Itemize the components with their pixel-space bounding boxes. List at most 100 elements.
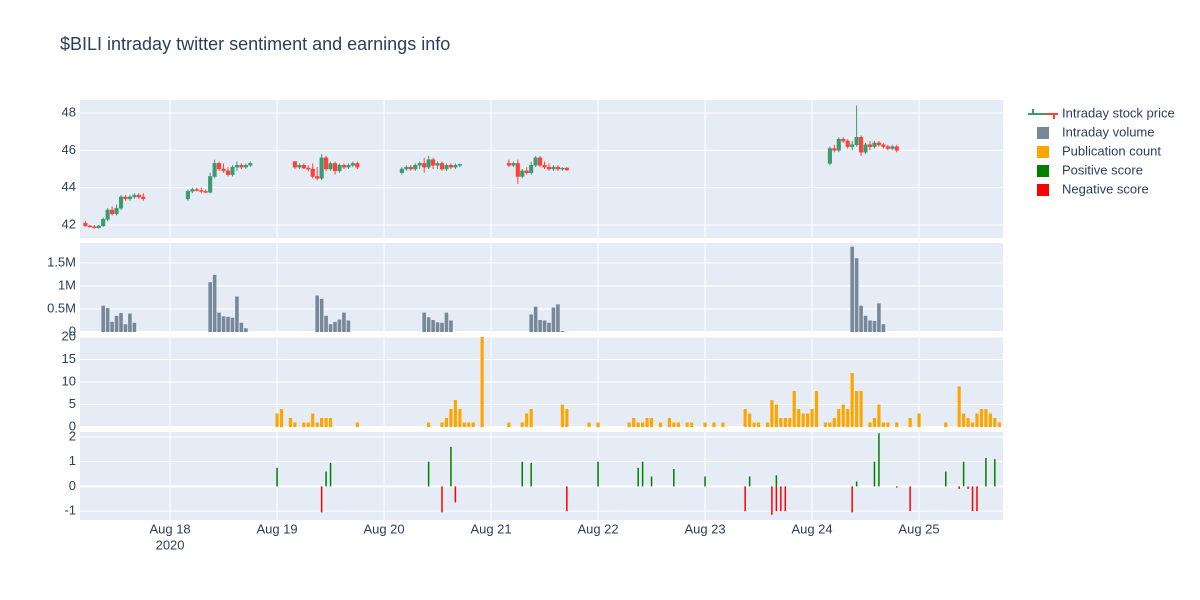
x-tick-label: Aug 24 [791,522,832,537]
candle-body [555,166,560,170]
candle-body [413,165,418,170]
bar [775,475,778,487]
bar [324,418,328,427]
candle-body [301,165,306,169]
bar [529,314,533,332]
candle-body [306,167,311,170]
bar [792,391,796,427]
bar [444,418,449,427]
candle-body [292,161,297,168]
bar [859,391,863,427]
legend-label: Positive score [1062,162,1143,177]
legend-label: Publication count [1062,143,1161,158]
bar [886,422,890,427]
bar [850,246,854,332]
bar [855,391,859,427]
candle-body [404,166,409,170]
x-year-label: 2020 [156,537,185,552]
bar [877,404,881,427]
bar [450,446,452,487]
bar [988,413,992,427]
bar [627,422,631,427]
candle-body [845,140,850,147]
y-tick-label: 1.5M [47,254,76,269]
bar [810,409,814,427]
bar [672,422,676,427]
legend-swatch [1037,127,1049,139]
candle-body [243,165,248,168]
candle-body [203,191,208,193]
bar [636,422,640,427]
candle-body [225,170,231,175]
bar [828,422,832,427]
legend-swatch [1037,146,1049,158]
candle-body [408,166,413,170]
legend-label: Negative score [1062,181,1149,196]
bar [962,461,965,487]
bar [221,316,226,332]
bar [641,422,645,427]
candle-body [141,196,146,200]
bar [320,486,323,513]
bar [507,422,511,427]
candle-body [850,144,855,147]
bar [435,322,440,332]
bar [462,422,466,427]
candle-body [546,166,552,170]
candle-body [230,166,235,175]
bar [748,476,751,487]
x-tick-label: Aug 23 [684,522,725,537]
bar [909,486,911,512]
bar [123,324,128,332]
bar [743,409,747,427]
bar [957,386,961,427]
bar [645,418,649,427]
bar [970,422,975,427]
bar [814,391,819,427]
legend-swatch [1037,165,1049,177]
bar [895,486,898,488]
bar [449,320,453,332]
bar [208,282,212,332]
bar [315,295,319,332]
bar [908,418,912,427]
x-tick-label: Aug 18 [149,522,190,537]
bar [944,422,948,427]
bar [276,467,278,487]
bar [440,422,444,427]
bar [873,461,876,487]
candle-body [324,157,329,170]
bar [325,471,327,487]
candle-body [435,163,440,166]
candle-body [453,165,458,168]
candle-body [234,165,239,168]
x-tick-label: Aug 22 [577,522,618,537]
bar [542,320,547,332]
y-tick-label: 42 [62,216,76,231]
bar [721,422,725,427]
candle-body [248,163,253,166]
bar [551,307,556,332]
x-tick-label: Aug 25 [898,522,939,537]
candle-body [315,176,320,179]
bar [319,298,324,332]
bar [324,315,328,332]
y-tick-label: 48 [62,104,76,119]
bar [877,303,881,332]
bar [801,413,805,427]
y-tick-label: 0 [69,323,76,338]
bar [967,486,969,489]
candle-body [346,165,351,168]
bar [752,422,756,427]
bar [426,317,431,332]
bar [114,315,119,332]
y-tick-label: 15 [62,351,76,366]
bar [346,320,351,332]
candle-body [221,168,226,172]
bar [449,409,453,427]
legend-label: Intraday volume [1062,124,1155,139]
candle-body [439,163,445,170]
candle-body [136,194,141,198]
candle-body [859,137,864,153]
